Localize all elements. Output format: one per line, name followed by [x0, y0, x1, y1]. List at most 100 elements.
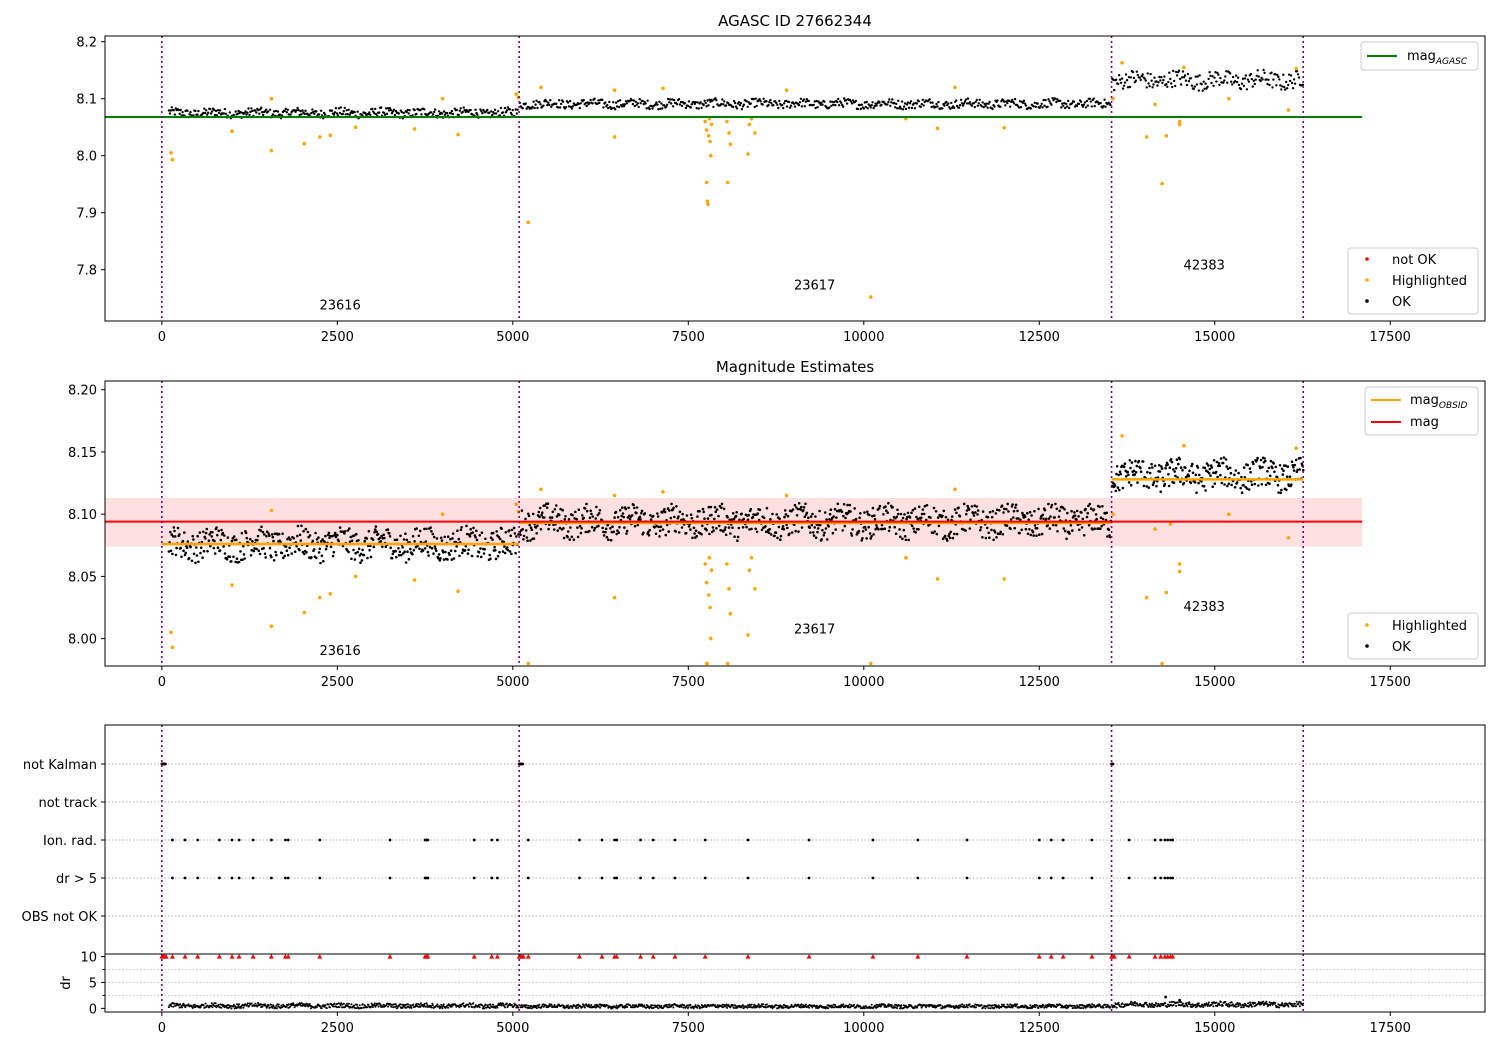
axes-frame [104, 380, 1486, 667]
ok-point [287, 536, 291, 539]
ok-point [343, 106, 346, 110]
ok-point [392, 108, 396, 112]
ok-point [537, 510, 541, 514]
ok-point [322, 559, 325, 563]
ok-point [536, 524, 539, 528]
ok-point [842, 105, 845, 108]
ok-point [1271, 1003, 1274, 1006]
ok-point [217, 529, 220, 533]
flag-point [807, 838, 811, 842]
axes-frame [104, 35, 1486, 322]
ok-point [1057, 515, 1061, 518]
legend-marker [1365, 644, 1369, 648]
ok-point [258, 112, 261, 115]
ok-point [585, 502, 588, 506]
ok-point [714, 97, 717, 100]
ok-point [524, 517, 527, 521]
ok-point [474, 108, 477, 112]
ok-point [885, 509, 888, 512]
panel-title-estimates: Magnitude Estimates [716, 358, 874, 376]
ok-point [413, 108, 416, 112]
highlighted-point [1168, 522, 1173, 526]
ok-point [508, 550, 512, 553]
ok-point [295, 544, 298, 548]
ok-point [1037, 507, 1040, 511]
ok-point [367, 529, 371, 533]
ok-point [491, 538, 494, 541]
ok-point [1120, 1005, 1123, 1008]
ok-point [545, 506, 549, 510]
ok-point [790, 1004, 793, 1006]
ok-point [1167, 484, 1171, 488]
ok-point [419, 1005, 422, 1008]
ok-point [1255, 74, 1258, 78]
ok-point [1021, 511, 1024, 515]
ok-point [1107, 1004, 1110, 1007]
ok-point [733, 535, 736, 538]
ok-point [484, 1003, 487, 1006]
ok-point [799, 1004, 802, 1007]
ok-point [1067, 99, 1070, 103]
ok-point [908, 516, 912, 519]
ok-point [797, 530, 800, 533]
ok-point [599, 1006, 602, 1009]
ok-point [695, 534, 698, 538]
ok-point [1064, 106, 1067, 110]
ok-point [250, 1002, 253, 1005]
ok-point [731, 526, 734, 529]
ok-point [597, 1005, 600, 1008]
ok-point [1091, 1003, 1094, 1006]
ok-point [1263, 457, 1266, 460]
ok-point [442, 110, 446, 113]
ok-point [1066, 511, 1069, 515]
ok-point [697, 107, 700, 110]
ok-point [828, 518, 831, 521]
ok-point [1288, 475, 1292, 479]
highlighted-point [1227, 512, 1231, 516]
ok-point [246, 1004, 249, 1006]
ok-point [292, 1002, 295, 1005]
ok-point [433, 110, 436, 114]
ok-point [1251, 85, 1255, 88]
ok-point [842, 97, 846, 100]
ok-point [306, 530, 310, 534]
ok-point [665, 105, 668, 108]
ok-point [1227, 1003, 1230, 1005]
flag-point [218, 876, 221, 880]
ok-point [609, 538, 613, 542]
flag-point [1171, 838, 1174, 842]
ok-point [317, 551, 321, 554]
ok-point [219, 538, 223, 542]
ok-point [749, 507, 753, 511]
ok-point [392, 1006, 395, 1009]
ok-point [964, 529, 967, 532]
ok-point [430, 546, 434, 550]
ok-point [899, 535, 902, 539]
ok-point [183, 553, 187, 557]
obsid-label: 23617 [794, 279, 835, 294]
highlighted-point [1177, 119, 1182, 124]
ok-point [576, 535, 580, 539]
highlighted-point [1177, 569, 1182, 574]
ok-point [439, 557, 442, 560]
ok-point [1274, 465, 1278, 469]
ok-point [550, 105, 553, 109]
flag-point [639, 876, 642, 880]
ok-point [1062, 104, 1065, 108]
ok-point [483, 548, 487, 551]
highlighted-point [747, 568, 752, 572]
ok-point [853, 1003, 855, 1006]
ok-point [615, 105, 619, 108]
ok-point [1173, 79, 1176, 83]
flag-point [490, 838, 494, 842]
ok-point [232, 535, 236, 538]
ok-point [373, 1002, 376, 1005]
ok-point [787, 100, 791, 104]
ok-point [346, 1002, 348, 1005]
ok-point [917, 528, 920, 531]
ok-point [1149, 72, 1152, 76]
ok-point [285, 549, 289, 552]
ok-point [950, 101, 953, 105]
ok-point [1271, 86, 1274, 89]
ok-point [822, 534, 826, 537]
